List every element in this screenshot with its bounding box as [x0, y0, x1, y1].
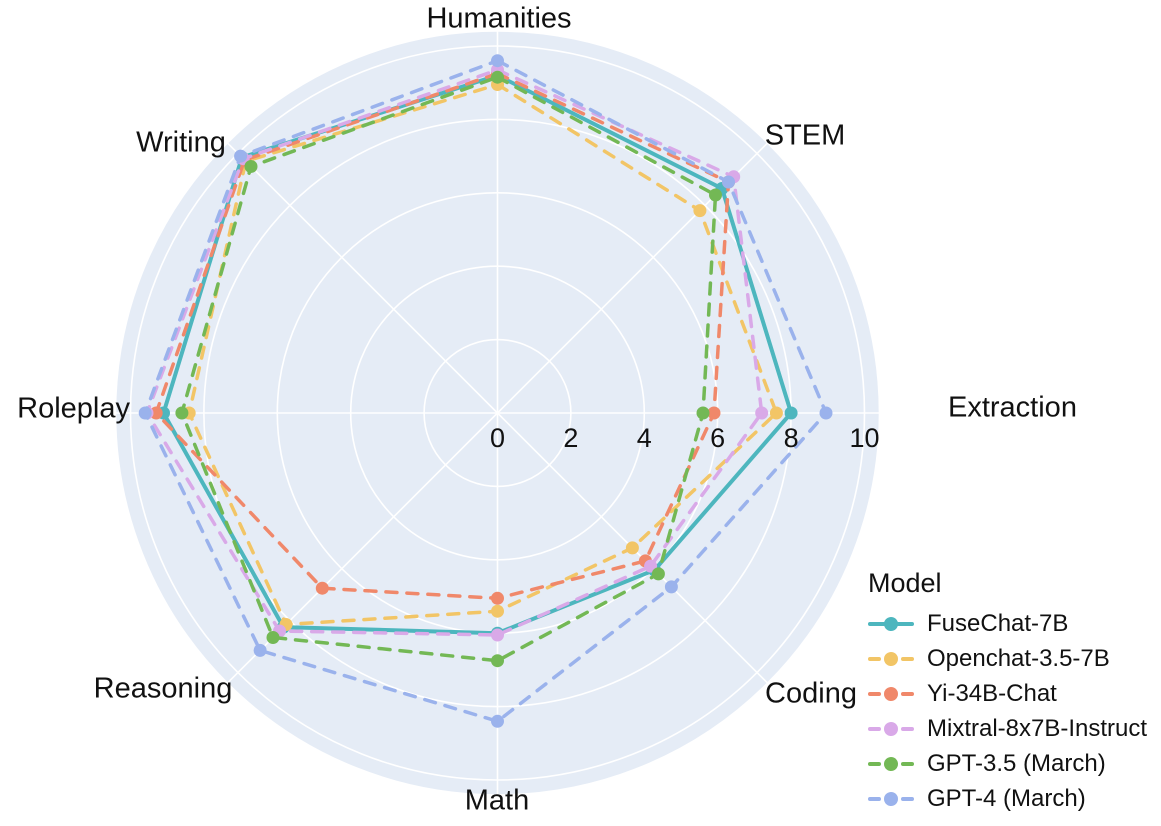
series-marker-GPT-3.5 (March): [709, 188, 722, 202]
radial-tick-label: 10: [849, 423, 879, 453]
axis-label-humanities: Humanities: [426, 3, 571, 35]
series-line-GPT-4 (March): [143, 58, 828, 724]
radial-tick-label: 6: [710, 423, 725, 453]
series-marker-GPT-4 (March): [491, 54, 504, 68]
series-marker-FuseChat-7B: [784, 406, 798, 420]
legend-swatch-solid-line-icon: [868, 616, 914, 631]
legend-item-fusechat-7b[interactable]: FuseChat-7B: [868, 606, 1158, 641]
series-marker-GPT-3.5 (March): [175, 406, 189, 420]
series-marker-Yi-34B-Chat: [315, 581, 329, 595]
legend-label: Openchat-3.5-7B: [927, 644, 1110, 672]
axis-label-stem: STEM: [765, 120, 846, 152]
axis-label-writing: Writing: [136, 127, 226, 159]
legend-title: Model: [868, 568, 942, 598]
legend-swatch-dashed-line-icon: [868, 721, 914, 736]
series-marker-GPT-3.5 (March): [491, 70, 504, 84]
series-marker-Openchat-3.5-7B: [625, 541, 639, 555]
legend-swatch-dashed-line-icon: [868, 791, 914, 806]
series-marker-GPT-4 (March): [138, 406, 152, 420]
series-marker-GPT-4 (March): [722, 175, 735, 189]
series-marker-GPT-4 (March): [664, 580, 678, 594]
series-line-GPT-3.5 (March): [180, 75, 718, 663]
legend: Model FuseChat-7B Openchat-3.5-7B Yi-34B…: [868, 568, 1158, 816]
axis-label-roleplay: Roleplay: [17, 393, 130, 425]
series-marker-GPT-4 (March): [819, 406, 833, 420]
series-marker-GPT-3.5 (March): [696, 406, 710, 420]
radial-tick-label: 2: [563, 423, 578, 453]
series-line-Mixtral-8x7B-Instruct: [145, 68, 764, 637]
series-marker-GPT-3.5 (March): [244, 160, 258, 173]
series-group: [138, 54, 833, 728]
series-marker-GPT-4 (March): [253, 643, 267, 657]
grid-spoke: [226, 142, 499, 414]
series-marker-Yi-34B-Chat: [149, 406, 163, 420]
series-marker-Openchat-3.5-7B: [491, 604, 504, 618]
radial-tick-labels: 0 2 4 6 8 10: [490, 423, 880, 453]
series-marker-GPT-4 (March): [491, 714, 504, 728]
legend-swatch-dashed-line-icon: [868, 756, 914, 771]
series-marker-Yi-34B-Chat: [707, 406, 721, 420]
series-marker-GPT-3.5 (March): [266, 631, 280, 644]
legend-item-yi-34b-chat[interactable]: Yi-34B-Chat: [868, 676, 1158, 711]
legend-item-openchat-3-5-7b[interactable]: Openchat-3.5-7B: [868, 641, 1158, 676]
legend-item-gpt-3-5-march[interactable]: GPT-3.5 (March): [868, 746, 1158, 781]
axis-label-reasoning: Reasoning: [94, 673, 233, 705]
legend-item-mixtral-8x7b-instruct[interactable]: Mixtral-8x7B-Instruct: [868, 711, 1158, 746]
series-marker-GPT-3.5 (March): [491, 654, 504, 668]
legend-item-gpt-4-march[interactable]: GPT-4 (March): [868, 781, 1158, 816]
radial-tick-label: 4: [637, 423, 652, 453]
legend-swatch-dashed-line-icon: [868, 686, 914, 701]
legend-label: FuseChat-7B: [927, 609, 1069, 637]
legend-label: GPT-4 (March): [927, 784, 1086, 812]
legend-label: Yi-34B-Chat: [927, 679, 1057, 707]
legend-swatch-dashed-line-icon: [868, 651, 914, 666]
series-marker-GPT-4 (March): [234, 149, 248, 163]
series-marker-Yi-34B-Chat: [491, 591, 504, 605]
series-marker-GPT-3.5 (March): [651, 567, 665, 581]
legend-label: GPT-3.5 (March): [927, 749, 1106, 777]
axis-label-extraction: Extraction: [948, 392, 1077, 424]
radial-tick-label: 8: [784, 423, 799, 453]
series-marker-Openchat-3.5-7B: [769, 406, 783, 420]
series-marker-Openchat-3.5-7B: [693, 204, 707, 218]
axis-label-coding: Coding: [765, 678, 857, 710]
radial-tick-label: 0: [490, 423, 505, 453]
series-marker-Mixtral-8x7B-Instruct: [755, 406, 769, 420]
legend-label: Mixtral-8x7B-Instruct: [927, 714, 1148, 742]
axis-label-math: Math: [465, 785, 529, 817]
series-marker-Mixtral-8x7B-Instruct: [491, 628, 504, 642]
